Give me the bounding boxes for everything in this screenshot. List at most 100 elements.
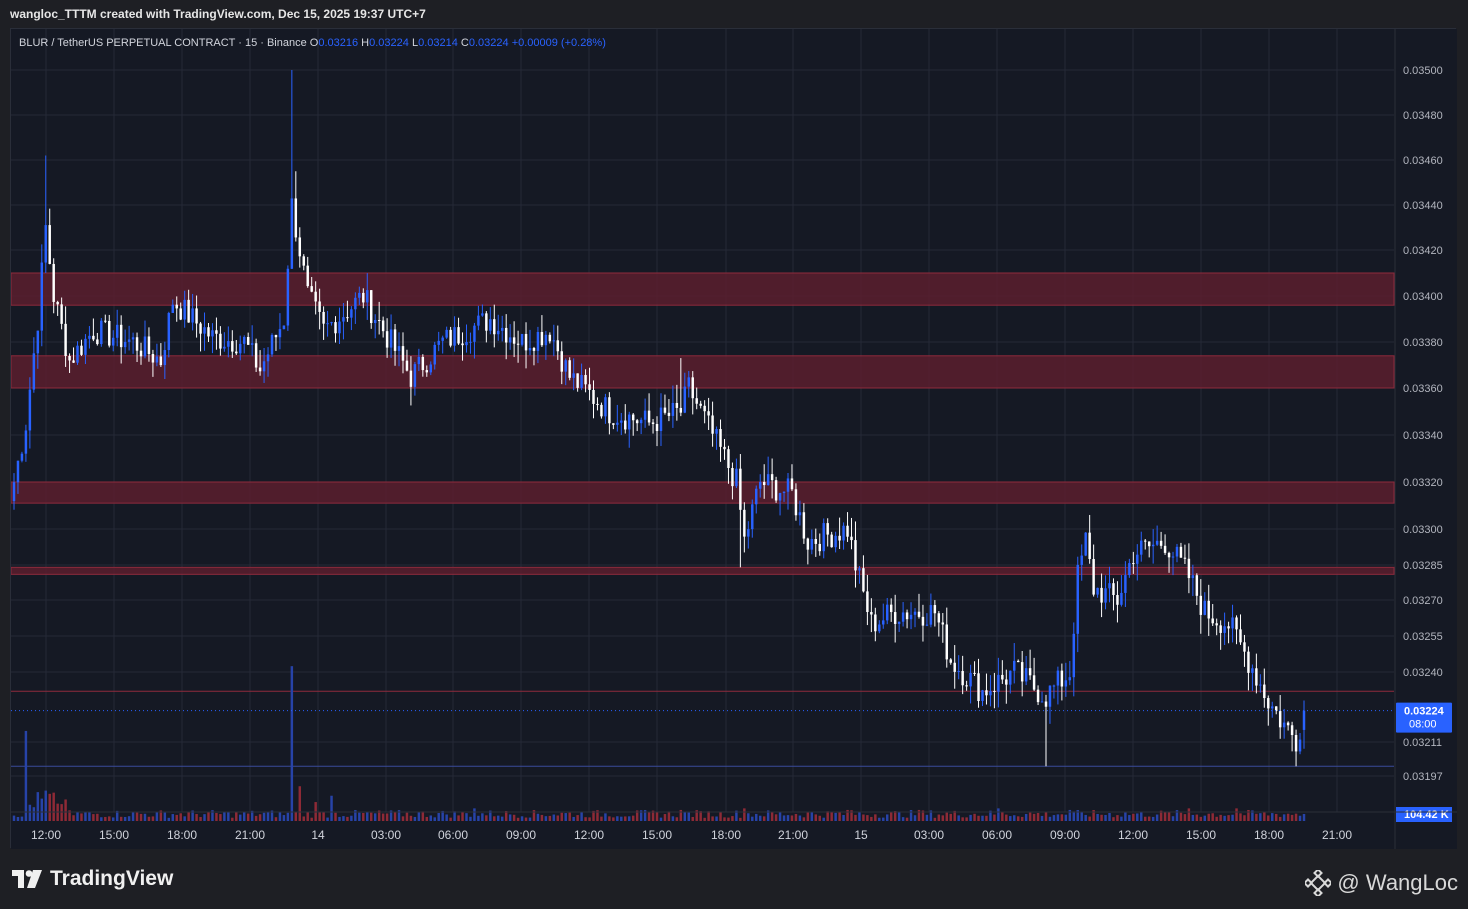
candle[interactable] [806,537,810,565]
candle[interactable] [433,341,436,370]
candle[interactable] [1231,604,1234,643]
candle[interactable] [854,521,857,588]
candle[interactable] [497,314,500,341]
candle[interactable] [1120,575,1123,607]
candle[interactable] [985,673,988,705]
candle[interactable] [1032,657,1036,692]
candle[interactable] [171,299,174,314]
candle[interactable] [362,288,365,309]
candle[interactable] [886,597,889,625]
candle[interactable] [310,277,313,293]
candle[interactable] [1124,561,1127,607]
candle[interactable] [183,290,186,328]
candle[interactable] [139,342,143,365]
candle[interactable] [580,363,583,391]
candle[interactable] [290,70,294,270]
candle[interactable] [1132,551,1135,574]
candle[interactable] [1267,695,1270,726]
candle[interactable] [330,321,333,326]
candle[interactable] [969,664,972,704]
candle[interactable] [568,357,571,381]
candle[interactable] [306,256,309,288]
candle[interactable] [1155,525,1159,547]
candle[interactable] [862,555,865,593]
candle[interactable] [532,346,536,366]
candle[interactable] [1271,701,1274,718]
candle[interactable] [1298,733,1302,755]
candle[interactable] [917,593,921,619]
candle[interactable] [981,689,984,707]
candle[interactable] [1239,614,1242,645]
candle[interactable] [1302,700,1306,749]
candle[interactable] [64,306,67,367]
candle[interactable] [1068,660,1072,686]
candle[interactable] [72,347,75,363]
candle[interactable] [1056,666,1060,705]
candle[interactable] [762,464,766,499]
candle[interactable] [1290,721,1294,752]
candle[interactable] [957,655,960,680]
candle[interactable] [770,458,774,499]
candle[interactable] [115,309,119,347]
candle[interactable] [905,609,909,629]
candle[interactable] [878,620,881,634]
candle[interactable] [989,675,992,707]
candle[interactable] [882,603,885,629]
candle[interactable] [1227,621,1230,644]
candle[interactable] [143,320,147,359]
candle[interactable] [48,208,51,265]
candle[interactable] [199,321,202,352]
price-chart[interactable]: 0.03500 0.03480 0.03460 0.03440 0.03420 0.034… [11,29,1457,849]
candle[interactable] [834,531,837,553]
candle[interactable] [604,393,607,424]
candle[interactable] [540,315,544,347]
candle[interactable] [163,341,167,380]
candle[interactable] [274,334,278,351]
candle[interactable] [1009,670,1012,694]
candle[interactable] [810,529,814,555]
candle[interactable] [489,307,492,335]
time-axis[interactable]: 12:00 15:00 18:00 21:00 14 03:00 06:00 09:00 12:… [11,811,1457,842]
candle[interactable] [1088,514,1091,564]
candle[interactable] [473,322,476,359]
candle[interactable] [44,155,47,274]
candle[interactable] [870,598,873,633]
candle[interactable] [231,330,234,358]
candle[interactable] [937,611,941,637]
candle[interactable] [608,392,611,435]
candle[interactable] [616,404,619,432]
candle[interactable] [437,331,440,352]
candle[interactable] [354,292,357,324]
candle[interactable] [1060,663,1064,701]
candle[interactable] [508,324,512,350]
candle[interactable] [592,380,595,419]
candle[interactable] [123,329,127,354]
candle[interactable] [723,438,726,460]
candle[interactable] [683,372,687,414]
candle[interactable] [88,326,91,349]
candle[interactable] [556,325,560,360]
candle[interactable] [262,347,266,383]
candle[interactable] [659,393,663,446]
candle[interactable] [449,326,452,348]
candle[interactable] [270,333,274,357]
candle[interactable] [997,657,1000,708]
candle[interactable] [242,335,246,354]
candle[interactable] [655,416,659,447]
candle[interactable] [1072,622,1076,697]
candle[interactable] [794,483,798,521]
candle[interactable] [782,491,786,502]
candle[interactable] [68,353,71,373]
candle[interactable] [909,602,913,630]
candle[interactable] [536,326,540,364]
candle[interactable] [1175,543,1179,563]
candle[interactable] [239,335,242,361]
candle[interactable] [80,339,83,356]
candle[interactable] [1207,584,1210,636]
candle[interactable] [1211,604,1214,627]
candle[interactable] [933,600,937,627]
candle[interactable] [751,499,754,538]
candle[interactable] [389,314,393,358]
price-zone-3[interactable] [11,566,1395,575]
candle[interactable] [766,456,770,486]
